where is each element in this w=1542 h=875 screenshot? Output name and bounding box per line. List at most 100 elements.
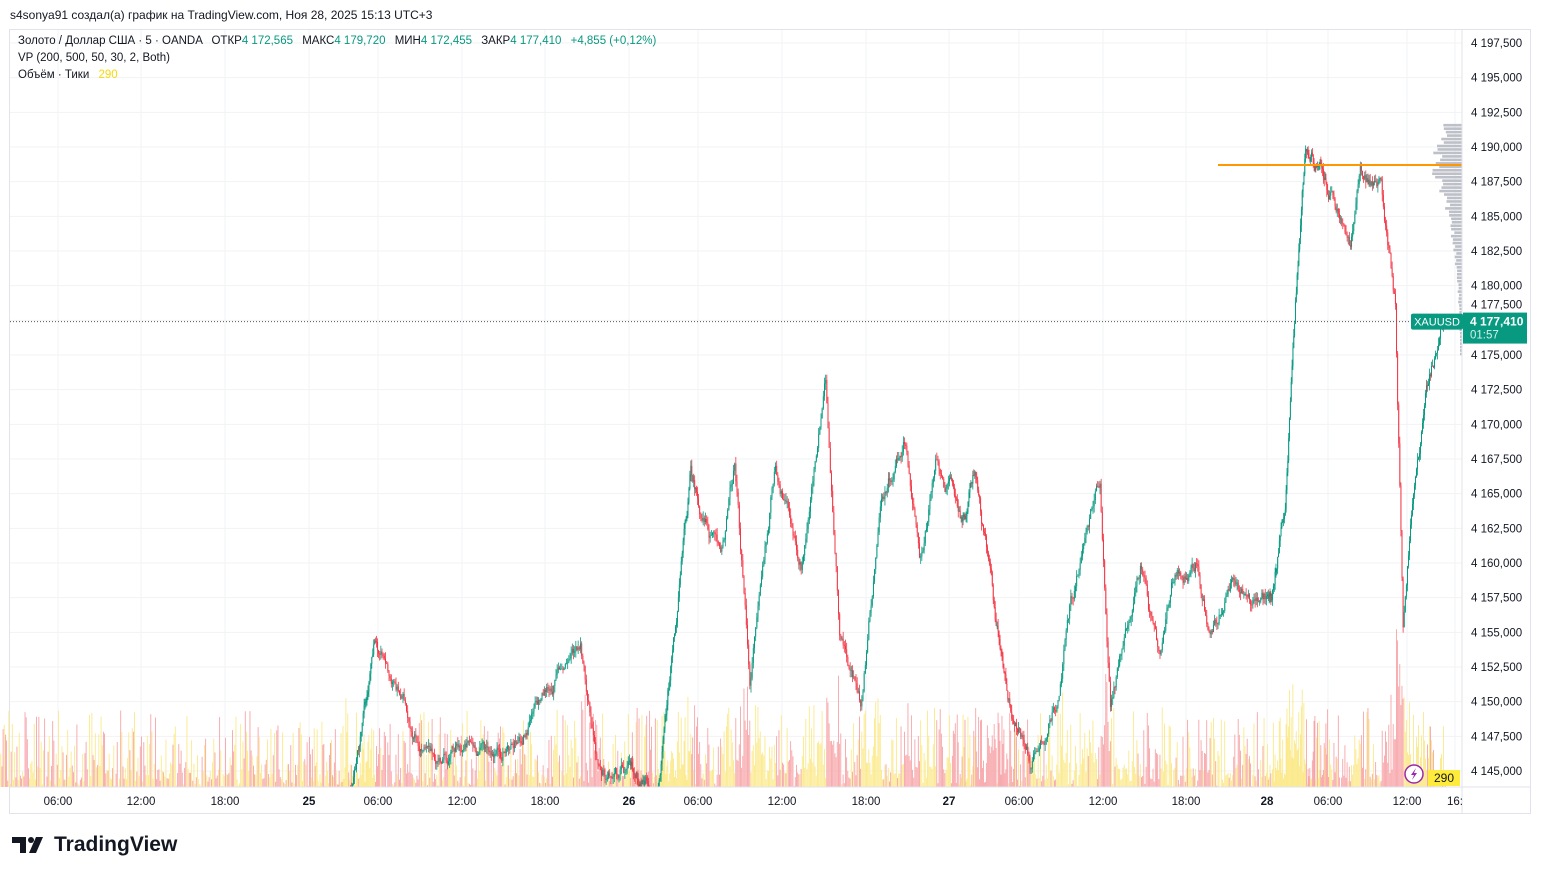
volume-bar: [770, 758, 772, 787]
volume-bar: [1305, 719, 1307, 787]
volume-bar: [635, 722, 637, 787]
volume-bar: [247, 750, 249, 787]
time-tick-label: 06:00: [1314, 796, 1343, 808]
candle: [1325, 177, 1327, 182]
candle: [985, 536, 987, 547]
candle: [799, 562, 801, 565]
candle: [769, 512, 771, 530]
volume-bar: [853, 723, 855, 787]
volume-indicator-legend[interactable]: Объём · Тики 290: [18, 69, 118, 81]
candle: [833, 512, 835, 535]
candle: [555, 674, 557, 680]
volume-bar: [1176, 742, 1178, 787]
volume-bar: [436, 774, 438, 787]
volume-bar: [592, 713, 594, 787]
volume-bar: [159, 780, 161, 787]
volume-bar: [717, 746, 719, 787]
volume-profile-bar: [1455, 245, 1462, 248]
candle: [849, 667, 851, 671]
candle: [1091, 508, 1093, 510]
candle: [786, 501, 788, 503]
vp-indicator-legend[interactable]: VP (200, 500, 50, 30, 2, Both): [18, 52, 170, 64]
volume-bar: [561, 771, 563, 787]
symbol-title[interactable]: Золото / Доллар США · 5 · OANDA: [18, 35, 203, 47]
candle: [540, 699, 542, 702]
volume-bar: [905, 755, 907, 787]
volume-bar: [866, 762, 867, 787]
volume-bar: [1156, 753, 1157, 787]
candle: [148, 824, 149, 828]
candle: [1016, 722, 1018, 729]
volume-bar: [375, 781, 377, 787]
price-tick-label: 4 157,500: [1471, 593, 1522, 605]
candle: [1132, 603, 1134, 611]
volume-bar: [185, 762, 187, 787]
candle: [1054, 707, 1055, 710]
volume-bar: [1396, 629, 1397, 787]
candle: [1330, 192, 1332, 196]
volume-bar: [654, 718, 656, 787]
volume-bar: [314, 766, 316, 787]
candle: [328, 823, 329, 825]
candle: [524, 735, 526, 738]
volume-bar: [1228, 777, 1230, 787]
volume-bar: [642, 785, 644, 787]
candle: [901, 452, 903, 458]
candle: [501, 757, 503, 761]
candle: [347, 797, 348, 803]
volume-bar: [452, 750, 454, 787]
candle: [245, 825, 246, 831]
candle: [1168, 602, 1170, 608]
candle: [1297, 265, 1299, 275]
volume-bar: [860, 768, 862, 787]
volume-profile-bar: [1460, 349, 1462, 352]
volume-bar: [279, 777, 281, 787]
candle: [1061, 678, 1062, 685]
volume-bar: [495, 771, 497, 787]
candle: [363, 704, 365, 714]
volume-bar: [977, 767, 979, 787]
volume-bar: [13, 779, 14, 787]
volume-bar: [730, 729, 732, 787]
candle: [1359, 164, 1361, 176]
volume-bar: [1152, 768, 1154, 787]
volume-bar: [1080, 764, 1082, 787]
volume-profile-bar: [1454, 255, 1462, 259]
volume-bar: [815, 775, 817, 787]
volume-bar: [1090, 742, 1092, 787]
candle: [386, 663, 388, 665]
volume-bar: [411, 774, 413, 787]
lightning-icon[interactable]: [1404, 764, 1424, 784]
candle: [643, 780, 645, 786]
grid-lines: [10, 30, 1462, 787]
volume-bar: [1280, 758, 1282, 787]
candle: [390, 678, 392, 684]
volume-bar: [1075, 745, 1076, 787]
volume-bar: [229, 757, 231, 787]
candle: [1383, 206, 1385, 221]
candle: [671, 657, 673, 667]
candle: [581, 643, 583, 657]
volume-bar: [105, 773, 107, 787]
candle: [646, 777, 648, 782]
volume-bar: [1346, 762, 1348, 787]
volume-bar: [1131, 761, 1133, 787]
volume-bar: [325, 775, 327, 787]
volume-bar: [674, 777, 675, 787]
volume-bar: [1138, 775, 1140, 787]
candle: [1051, 712, 1053, 721]
candle: [1358, 175, 1360, 185]
candle: [914, 508, 916, 516]
candle: [1278, 553, 1280, 558]
candle: [814, 461, 816, 470]
volume-bar: [1289, 749, 1291, 787]
candle: [1105, 587, 1107, 615]
candle: [889, 478, 891, 481]
tradingview-logo[interactable]: TradingView: [12, 833, 177, 857]
volume-bar: [77, 783, 79, 787]
candle: [1078, 569, 1080, 576]
candle: [1243, 594, 1245, 595]
candle: [642, 780, 644, 782]
volume-bar: [563, 775, 565, 787]
